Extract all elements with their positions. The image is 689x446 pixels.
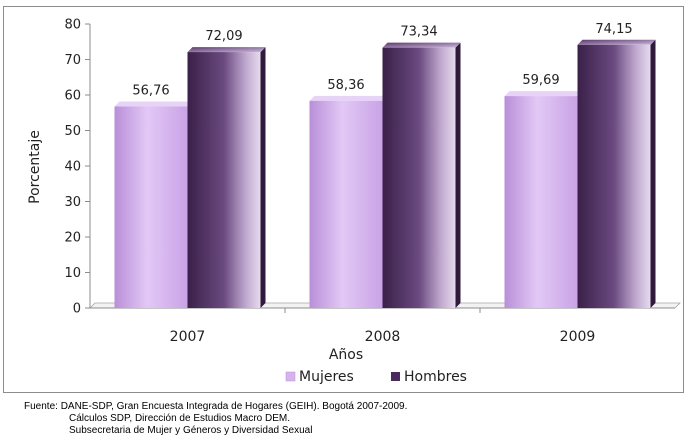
source-line: Fuente: DANE-SDP, Gran Encuesta Integrad… bbox=[24, 401, 408, 412]
y-axis-label: Porcentaje bbox=[27, 130, 43, 204]
y-tick-label: 50 bbox=[64, 124, 81, 139]
bar-chart: 0 10 20 30 40 50 60 70 80 2007 2008 2009 56,76 72,09… bbox=[27, 18, 681, 385]
data-label: 56,76 bbox=[132, 84, 169, 99]
data-label: 59,69 bbox=[522, 73, 559, 88]
chart-frame: 0 10 20 30 40 50 60 70 80 2007 2008 2009 56,76 72,09… bbox=[3, 6, 684, 393]
y-tick-label: 80 bbox=[64, 18, 81, 33]
bar-mujeres-2009 bbox=[504, 91, 583, 309]
bar-mujeres-2007 bbox=[114, 101, 193, 308]
x-tick-label: 2008 bbox=[365, 329, 401, 345]
legend-label-mujeres: Mujeres bbox=[299, 369, 354, 385]
y-tick-label: 0 bbox=[73, 302, 81, 317]
x-axis-label: Años bbox=[329, 347, 363, 363]
data-label: 58,36 bbox=[327, 78, 364, 93]
bar-hombres-2007 bbox=[187, 47, 266, 308]
data-label: 74,15 bbox=[595, 22, 632, 37]
legend-label-hombres: Hombres bbox=[404, 369, 467, 385]
x-tick-label: 2009 bbox=[560, 329, 596, 345]
y-tick-label: 60 bbox=[64, 89, 81, 104]
bar-mujeres-2008 bbox=[309, 95, 388, 309]
bar-hombres-2008 bbox=[382, 42, 461, 308]
data-label: 73,34 bbox=[400, 25, 437, 40]
y-tick-label: 10 bbox=[64, 266, 81, 281]
legend-swatch-hombres bbox=[391, 372, 400, 381]
y-tick-label: 70 bbox=[64, 53, 81, 68]
y-tick-label: 20 bbox=[64, 231, 81, 246]
x-tick-label: 2007 bbox=[170, 329, 206, 345]
y-tick-label: 30 bbox=[64, 195, 81, 210]
legend: Mujeres Hombres bbox=[285, 369, 467, 385]
data-label: 72,09 bbox=[205, 29, 242, 44]
y-tick-label: 40 bbox=[64, 160, 81, 175]
bar-hombres-2009 bbox=[577, 39, 656, 309]
source-note: Fuente: DANE-SDP, Gran Encuesta Integrad… bbox=[24, 401, 407, 437]
legend-swatch-mujeres bbox=[285, 371, 296, 382]
source-line: Cálculos SDP, Dirección de Estudios Macr… bbox=[69, 413, 291, 424]
source-line: Subsecretaria de Mujer y Géneros y Diver… bbox=[69, 425, 313, 436]
